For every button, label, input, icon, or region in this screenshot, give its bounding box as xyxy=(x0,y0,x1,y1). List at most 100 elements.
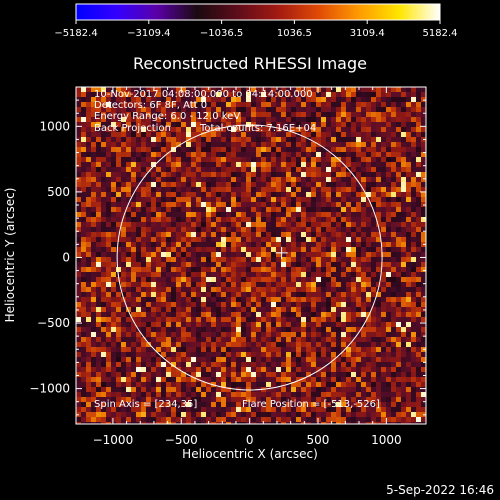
heatmap-cell xyxy=(296,272,301,277)
heatmap-cell xyxy=(306,207,311,212)
heatmap-cell xyxy=(201,87,206,92)
heatmap-cell xyxy=(341,242,346,247)
heatmap-cell xyxy=(261,322,266,327)
heatmap-cell xyxy=(276,182,281,187)
heatmap-cell xyxy=(336,357,341,362)
heatmap-cell xyxy=(186,322,191,327)
heatmap-cell xyxy=(336,422,341,424)
heatmap-cell xyxy=(376,127,381,132)
heatmap-cell xyxy=(131,197,136,202)
heatmap-cell xyxy=(331,277,336,282)
heatmap-cell xyxy=(246,127,251,132)
heatmap-cell xyxy=(196,312,201,317)
heatmap-cell xyxy=(331,122,336,127)
heatmap-cell xyxy=(361,377,366,382)
heatmap-cell xyxy=(326,417,331,422)
heatmap-cell xyxy=(86,362,91,367)
heatmap-cell xyxy=(306,162,311,167)
heatmap-cell xyxy=(216,327,221,332)
heatmap-cell xyxy=(351,297,356,302)
heatmap-cell xyxy=(211,307,216,312)
heatmap-cell xyxy=(251,287,256,292)
heatmap-cell xyxy=(81,137,86,142)
heatmap-cell xyxy=(86,417,91,422)
heatmap-cell xyxy=(406,282,411,287)
heatmap-cell xyxy=(261,307,266,312)
heatmap-cell xyxy=(96,277,101,282)
heatmap-cell xyxy=(81,87,86,92)
heatmap-cell xyxy=(261,107,266,112)
heatmap-cell xyxy=(156,417,161,422)
heatmap-cell xyxy=(191,312,196,317)
heatmap-cell xyxy=(176,127,181,132)
heatmap-cell xyxy=(106,272,111,277)
heatmap-cell xyxy=(411,172,416,177)
heatmap-cell xyxy=(296,142,301,147)
heatmap-cell xyxy=(396,97,401,102)
heatmap-cell xyxy=(351,227,356,232)
heatmap-cell xyxy=(306,177,311,182)
heatmap-cell xyxy=(361,87,366,92)
heatmap-cell xyxy=(416,312,421,317)
heatmap-cell xyxy=(306,347,311,352)
heatmap-cell xyxy=(321,402,326,407)
heatmap-cell xyxy=(351,282,356,287)
heatmap-cell xyxy=(366,322,371,327)
heatmap-cell xyxy=(266,92,271,97)
heatmap-cell xyxy=(371,232,376,237)
heatmap-cell xyxy=(96,212,101,217)
heatmap-cell xyxy=(171,157,176,162)
heatmap-cell xyxy=(136,167,141,172)
heatmap-cell xyxy=(231,372,236,377)
heatmap-cell xyxy=(321,297,326,302)
heatmap-cell xyxy=(106,312,111,317)
heatmap-cell xyxy=(211,317,216,322)
heatmap-cell xyxy=(111,202,116,207)
heatmap-cell xyxy=(366,127,371,132)
heatmap-cell xyxy=(181,317,186,322)
heatmap-cell xyxy=(106,92,111,97)
heatmap-cell xyxy=(381,187,386,192)
heatmap-cell xyxy=(281,337,286,342)
heatmap-cell xyxy=(356,242,361,247)
heatmap-cell xyxy=(261,242,266,247)
heatmap-cell xyxy=(126,157,131,162)
heatmap-cell xyxy=(236,147,241,152)
heatmap-cell xyxy=(121,277,126,282)
heatmap-cell xyxy=(81,102,86,107)
heatmap-cell xyxy=(316,387,321,392)
heatmap-cell xyxy=(321,237,326,242)
heatmap-cell xyxy=(231,292,236,297)
heatmap-cell xyxy=(216,367,221,372)
heatmap-cell xyxy=(196,162,201,167)
heatmap-cell xyxy=(121,162,126,167)
heatmap-cell xyxy=(266,347,271,352)
heatmap-cell xyxy=(81,312,86,317)
heatmap-cell xyxy=(141,112,146,117)
heatmap-cell xyxy=(116,337,121,342)
heatmap-cell xyxy=(106,167,111,172)
heatmap-cell xyxy=(241,322,246,327)
heatmap-cell xyxy=(131,342,136,347)
heatmap-cell xyxy=(281,422,286,424)
heatmap-cell xyxy=(141,417,146,422)
heatmap-cell xyxy=(81,287,86,292)
heatmap-cell xyxy=(171,307,176,312)
heatmap-cell xyxy=(226,222,231,227)
heatmap-cell xyxy=(246,217,251,222)
heatmap-cell xyxy=(206,252,211,257)
heatmap-cell xyxy=(176,92,181,97)
heatmap-cell xyxy=(116,157,121,162)
heatmap-cell xyxy=(411,407,416,412)
heatmap-cell xyxy=(416,167,421,172)
heatmap-cell xyxy=(131,357,136,362)
heatmap-cell xyxy=(281,332,286,337)
heatmap-cell xyxy=(371,167,376,172)
heatmap-cell xyxy=(206,132,211,137)
heatmap-cell xyxy=(326,127,331,132)
heatmap-cell xyxy=(91,272,96,277)
heatmap-cell xyxy=(411,217,416,222)
heatmap-cell xyxy=(416,302,421,307)
heatmap-cell xyxy=(391,312,396,317)
